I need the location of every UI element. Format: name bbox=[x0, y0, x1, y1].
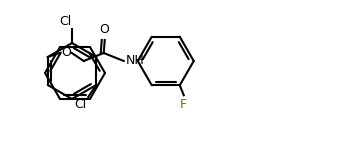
Text: NH: NH bbox=[126, 55, 144, 67]
Text: Cl: Cl bbox=[74, 98, 86, 111]
Text: Cl: Cl bbox=[59, 15, 71, 28]
Text: O: O bbox=[99, 23, 109, 36]
Text: O: O bbox=[61, 47, 71, 59]
Text: F: F bbox=[180, 98, 187, 111]
